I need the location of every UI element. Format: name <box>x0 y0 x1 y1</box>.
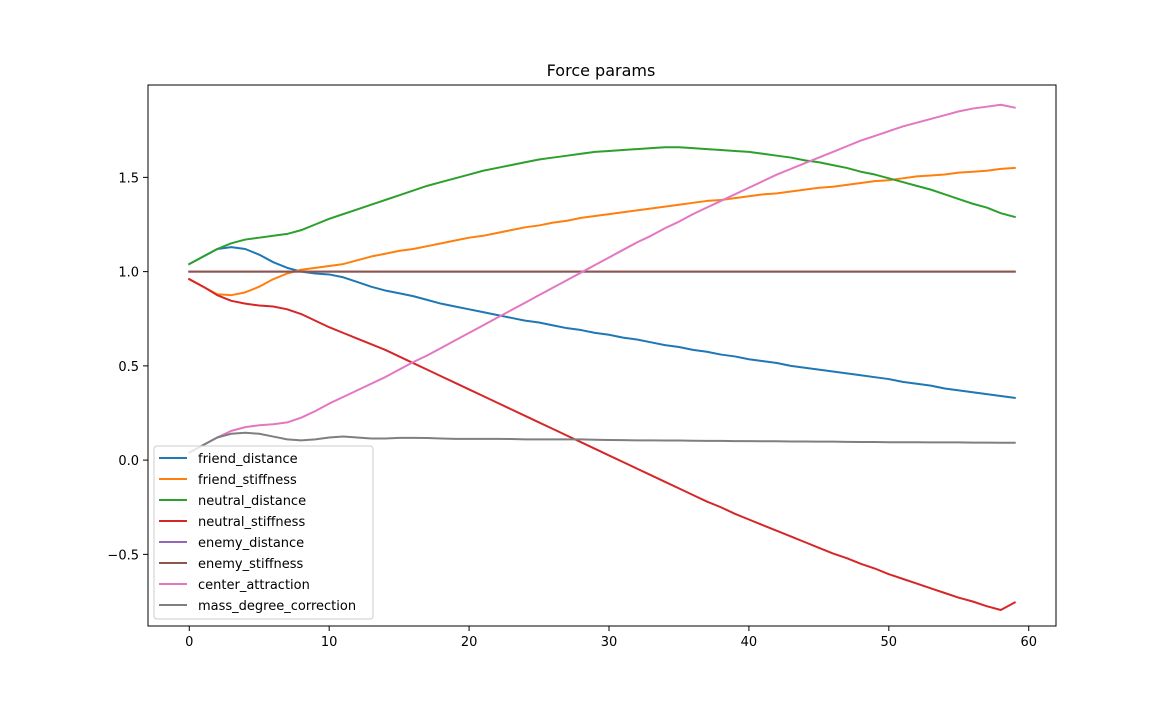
y-tick-label: 1.0 <box>118 266 139 281</box>
y-tick-label: −0.5 <box>107 548 139 563</box>
chart-title: Force params <box>547 61 656 80</box>
x-tick-label: 0 <box>185 635 193 650</box>
x-axis: 0 10 20 30 40 50 60 <box>185 626 1037 650</box>
legend: friend_distance friend_stiffness neutral_d… <box>153 445 374 620</box>
legend-label-friend_stiffness: friend_stiffness <box>198 473 297 488</box>
legend-label-neutral_stiffness: neutral_stiffness <box>198 515 305 530</box>
x-tick-label: 60 <box>1020 635 1037 650</box>
x-tick-label: 50 <box>881 635 898 650</box>
series-line-mass_degree_correction <box>187 431 1016 454</box>
series-lines <box>187 103 1017 611</box>
series-line-neutral_distance <box>187 146 1016 266</box>
y-tick-label: 1.5 <box>118 171 139 186</box>
legend-label-friend_distance: friend_distance <box>198 452 298 467</box>
series-line-friend_stiffness <box>187 166 1016 297</box>
legend-label-neutral_distance: neutral_distance <box>198 494 306 509</box>
legend-label-enemy_distance: enemy_distance <box>198 536 304 551</box>
x-tick-label: 10 <box>321 635 338 650</box>
legend-label-mass_degree_correction: mass_degree_correction <box>198 599 356 614</box>
series-line-friend_distance <box>187 246 1016 400</box>
y-tick-label: 0.5 <box>118 360 139 375</box>
legend-label-center_attraction: center_attraction <box>198 578 310 593</box>
y-axis: −0.5 0.0 0.5 1.0 1.5 <box>107 171 148 563</box>
legend-label-enemy_stiffness: enemy_stiffness <box>198 557 304 572</box>
x-tick-label: 30 <box>601 635 618 650</box>
series-line-center_attraction <box>187 103 1016 454</box>
series-line-neutral_stiffness <box>187 277 1017 611</box>
x-tick-label: 40 <box>741 635 758 650</box>
y-tick-label: 0.0 <box>118 454 139 469</box>
legend-box <box>153 445 374 620</box>
plot-frame <box>147 84 1057 627</box>
x-tick-label: 20 <box>461 635 478 650</box>
